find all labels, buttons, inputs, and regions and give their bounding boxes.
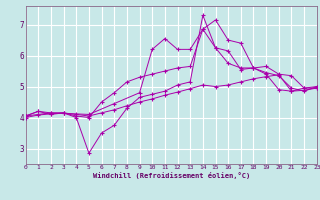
X-axis label: Windchill (Refroidissement éolien,°C): Windchill (Refroidissement éolien,°C) <box>92 172 250 179</box>
